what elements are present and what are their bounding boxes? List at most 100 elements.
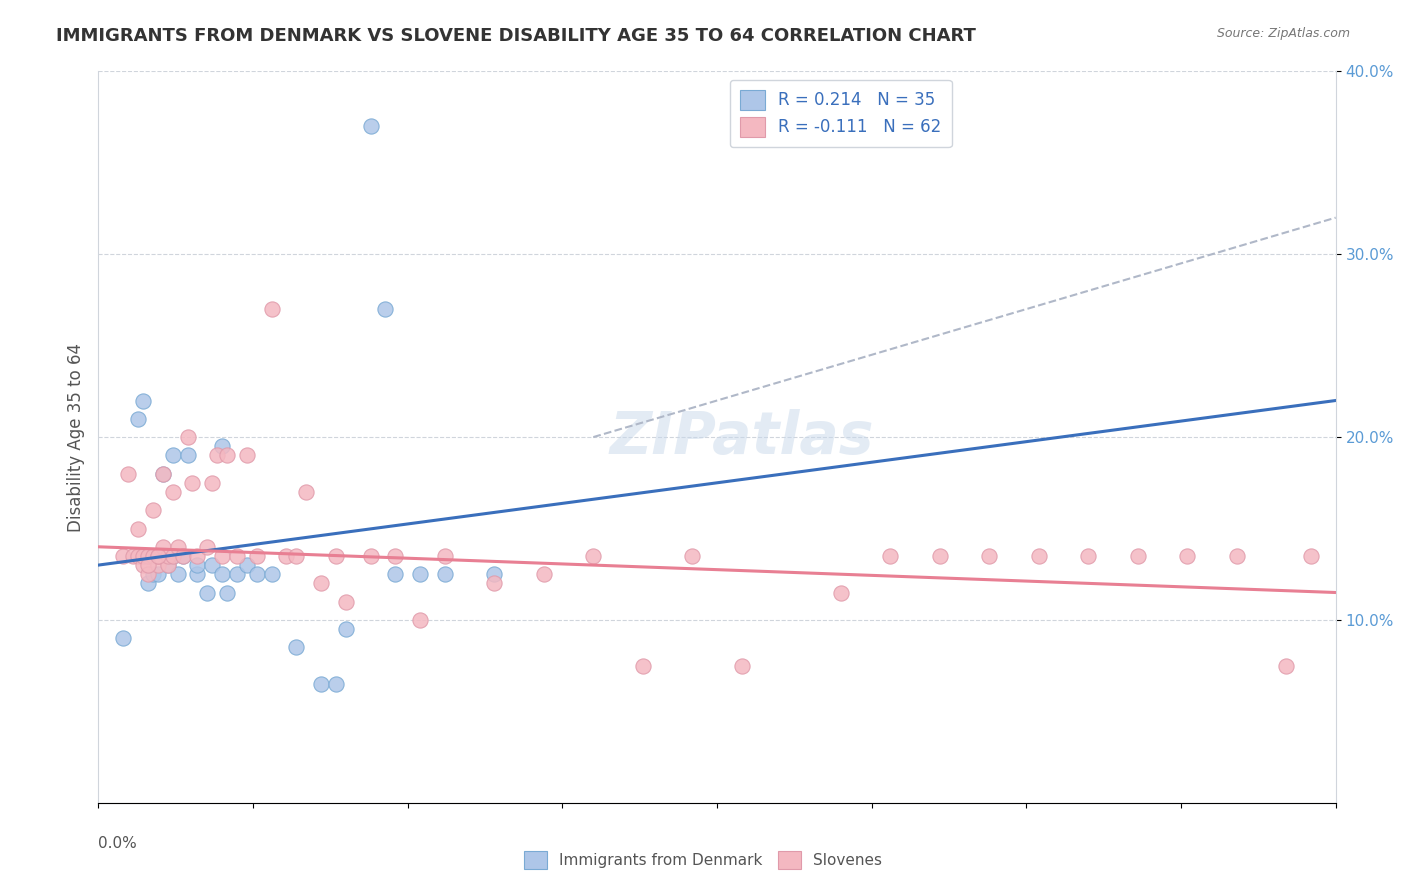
Point xyxy=(1226,549,1249,563)
Point xyxy=(162,449,184,463)
Point xyxy=(1275,658,1298,673)
Point xyxy=(162,549,184,563)
Point xyxy=(146,558,169,573)
Point xyxy=(309,576,332,591)
Point xyxy=(156,558,179,573)
Point xyxy=(246,567,269,582)
Point xyxy=(582,549,605,563)
Point xyxy=(360,119,382,133)
Point xyxy=(162,485,184,500)
Point xyxy=(260,567,283,582)
Point xyxy=(360,549,382,563)
Point xyxy=(136,567,159,582)
Point xyxy=(112,549,135,563)
Point xyxy=(112,632,135,646)
Point xyxy=(152,540,174,554)
Point xyxy=(1077,549,1099,563)
Point xyxy=(236,449,259,463)
Point xyxy=(409,567,432,582)
Point xyxy=(156,558,179,573)
Text: Source: ZipAtlas.com: Source: ZipAtlas.com xyxy=(1216,27,1350,40)
Point xyxy=(142,503,165,517)
Point xyxy=(132,393,155,408)
Point xyxy=(166,540,188,554)
Point xyxy=(325,677,347,691)
Point xyxy=(186,567,208,582)
Point xyxy=(211,549,233,563)
Text: ZIPatlas: ZIPatlas xyxy=(610,409,875,466)
Point xyxy=(166,567,188,582)
Point xyxy=(186,549,208,563)
Point xyxy=(172,549,194,563)
Point xyxy=(285,549,308,563)
Point xyxy=(335,594,357,608)
Point xyxy=(142,567,165,582)
Point xyxy=(181,475,204,490)
Point xyxy=(285,640,308,655)
Point xyxy=(176,430,198,444)
Text: 0.0%: 0.0% xyxy=(98,836,138,851)
Point xyxy=(484,567,506,582)
Point xyxy=(152,467,174,481)
Point xyxy=(928,549,950,563)
Point xyxy=(132,549,155,563)
Point xyxy=(136,549,159,563)
Point xyxy=(533,567,555,582)
Point xyxy=(217,585,239,599)
Point xyxy=(384,549,406,563)
Point xyxy=(433,567,456,582)
Point xyxy=(146,567,169,582)
Point xyxy=(1028,549,1050,563)
Point xyxy=(1299,549,1322,563)
Point xyxy=(830,585,852,599)
Point xyxy=(172,549,194,563)
Point xyxy=(127,412,149,426)
Point xyxy=(236,558,259,573)
Point xyxy=(681,549,703,563)
Point xyxy=(276,549,298,563)
Point xyxy=(146,549,169,563)
Point xyxy=(217,449,239,463)
Point xyxy=(325,549,347,563)
Point xyxy=(142,549,165,563)
Point xyxy=(295,485,318,500)
Point xyxy=(260,301,283,317)
Point xyxy=(211,439,233,453)
Point xyxy=(136,558,159,573)
Point xyxy=(409,613,432,627)
Point xyxy=(631,658,654,673)
Point xyxy=(152,467,174,481)
Point xyxy=(201,475,224,490)
Y-axis label: Disability Age 35 to 64: Disability Age 35 to 64 xyxy=(66,343,84,532)
Point xyxy=(246,549,269,563)
Point xyxy=(136,549,159,563)
Point xyxy=(211,567,233,582)
Point xyxy=(384,567,406,582)
Point xyxy=(309,677,332,691)
Point xyxy=(146,549,169,563)
Point xyxy=(979,549,1001,563)
Point xyxy=(136,576,159,591)
Point xyxy=(1126,549,1149,563)
Legend: Immigrants from Denmark, Slovenes: Immigrants from Denmark, Slovenes xyxy=(517,845,889,875)
Point xyxy=(127,521,149,535)
Point xyxy=(162,549,184,563)
Point xyxy=(186,558,208,573)
Point xyxy=(879,549,901,563)
Point xyxy=(122,549,145,563)
Point xyxy=(127,549,149,563)
Point xyxy=(1175,549,1198,563)
Legend: R = 0.214   N = 35, R = -0.111   N = 62: R = 0.214 N = 35, R = -0.111 N = 62 xyxy=(730,79,952,147)
Point xyxy=(731,658,754,673)
Point xyxy=(117,467,139,481)
Point xyxy=(132,558,155,573)
Point xyxy=(484,576,506,591)
Point xyxy=(433,549,456,563)
Point xyxy=(195,585,218,599)
Point xyxy=(176,449,198,463)
Point xyxy=(374,301,396,317)
Point xyxy=(205,449,228,463)
Text: IMMIGRANTS FROM DENMARK VS SLOVENE DISABILITY AGE 35 TO 64 CORRELATION CHART: IMMIGRANTS FROM DENMARK VS SLOVENE DISAB… xyxy=(56,27,976,45)
Point xyxy=(201,558,224,573)
Point xyxy=(195,540,218,554)
